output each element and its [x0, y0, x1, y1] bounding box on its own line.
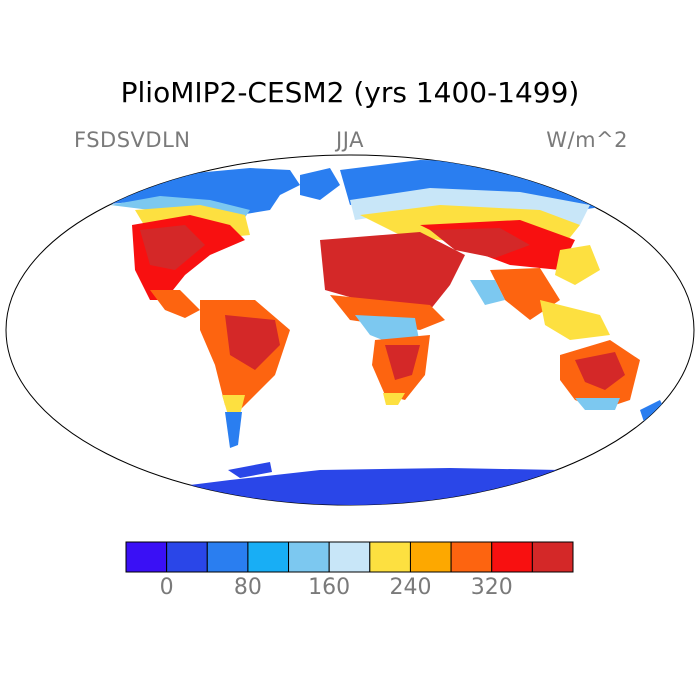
colorbar-tick-label: 80 — [233, 575, 262, 600]
new-zealand — [640, 400, 665, 425]
australia-south — [575, 398, 620, 410]
east-asia — [555, 245, 600, 285]
greenland — [300, 168, 340, 200]
colorbar-swatch-8 — [450, 541, 493, 573]
land-fields — [82, 160, 665, 505]
colorbar-swatch-1 — [166, 541, 208, 573]
africa-north-core — [320, 232, 465, 310]
south-america-tip — [225, 412, 242, 448]
colorbar-tick-label: 320 — [470, 575, 513, 600]
africa-south-hot — [385, 345, 420, 380]
colorbar-swatch-10 — [531, 541, 574, 573]
colorbar-tick-label: 0 — [159, 575, 174, 600]
colorbar-tick-label: 160 — [308, 575, 351, 600]
variable-label: FSDSVDLN — [74, 128, 191, 152]
map-title: PlioMIP2-CESM2 (yrs 1400-1499) — [120, 76, 580, 109]
colorbar-swatch-9 — [491, 541, 533, 573]
colorbar-swatch-3 — [247, 541, 290, 573]
colorbar-swatch-5 — [328, 541, 371, 573]
south-america-hot — [225, 315, 280, 370]
central-america — [150, 290, 200, 318]
colorbar-tick-label: 240 — [389, 575, 432, 600]
antarctic-islands — [228, 462, 272, 478]
colorbar-swatch-4 — [288, 541, 330, 573]
africa-sahel — [330, 295, 445, 330]
colorbar-swatch-7 — [409, 541, 452, 573]
south-asia-light — [470, 280, 505, 305]
colorbar-swatch-6 — [369, 541, 411, 573]
africa-tip — [383, 393, 405, 405]
eurasia-core — [430, 228, 530, 258]
se-asia — [540, 300, 610, 340]
north-america-core — [140, 225, 205, 270]
units-label: W/m^2 — [546, 128, 628, 152]
colorbar-swatch-0 — [125, 541, 168, 573]
south-america-south — [222, 395, 245, 415]
colorbar-swatch-2 — [206, 541, 249, 573]
australia-core — [575, 352, 625, 390]
season-label: JJA — [336, 128, 364, 152]
